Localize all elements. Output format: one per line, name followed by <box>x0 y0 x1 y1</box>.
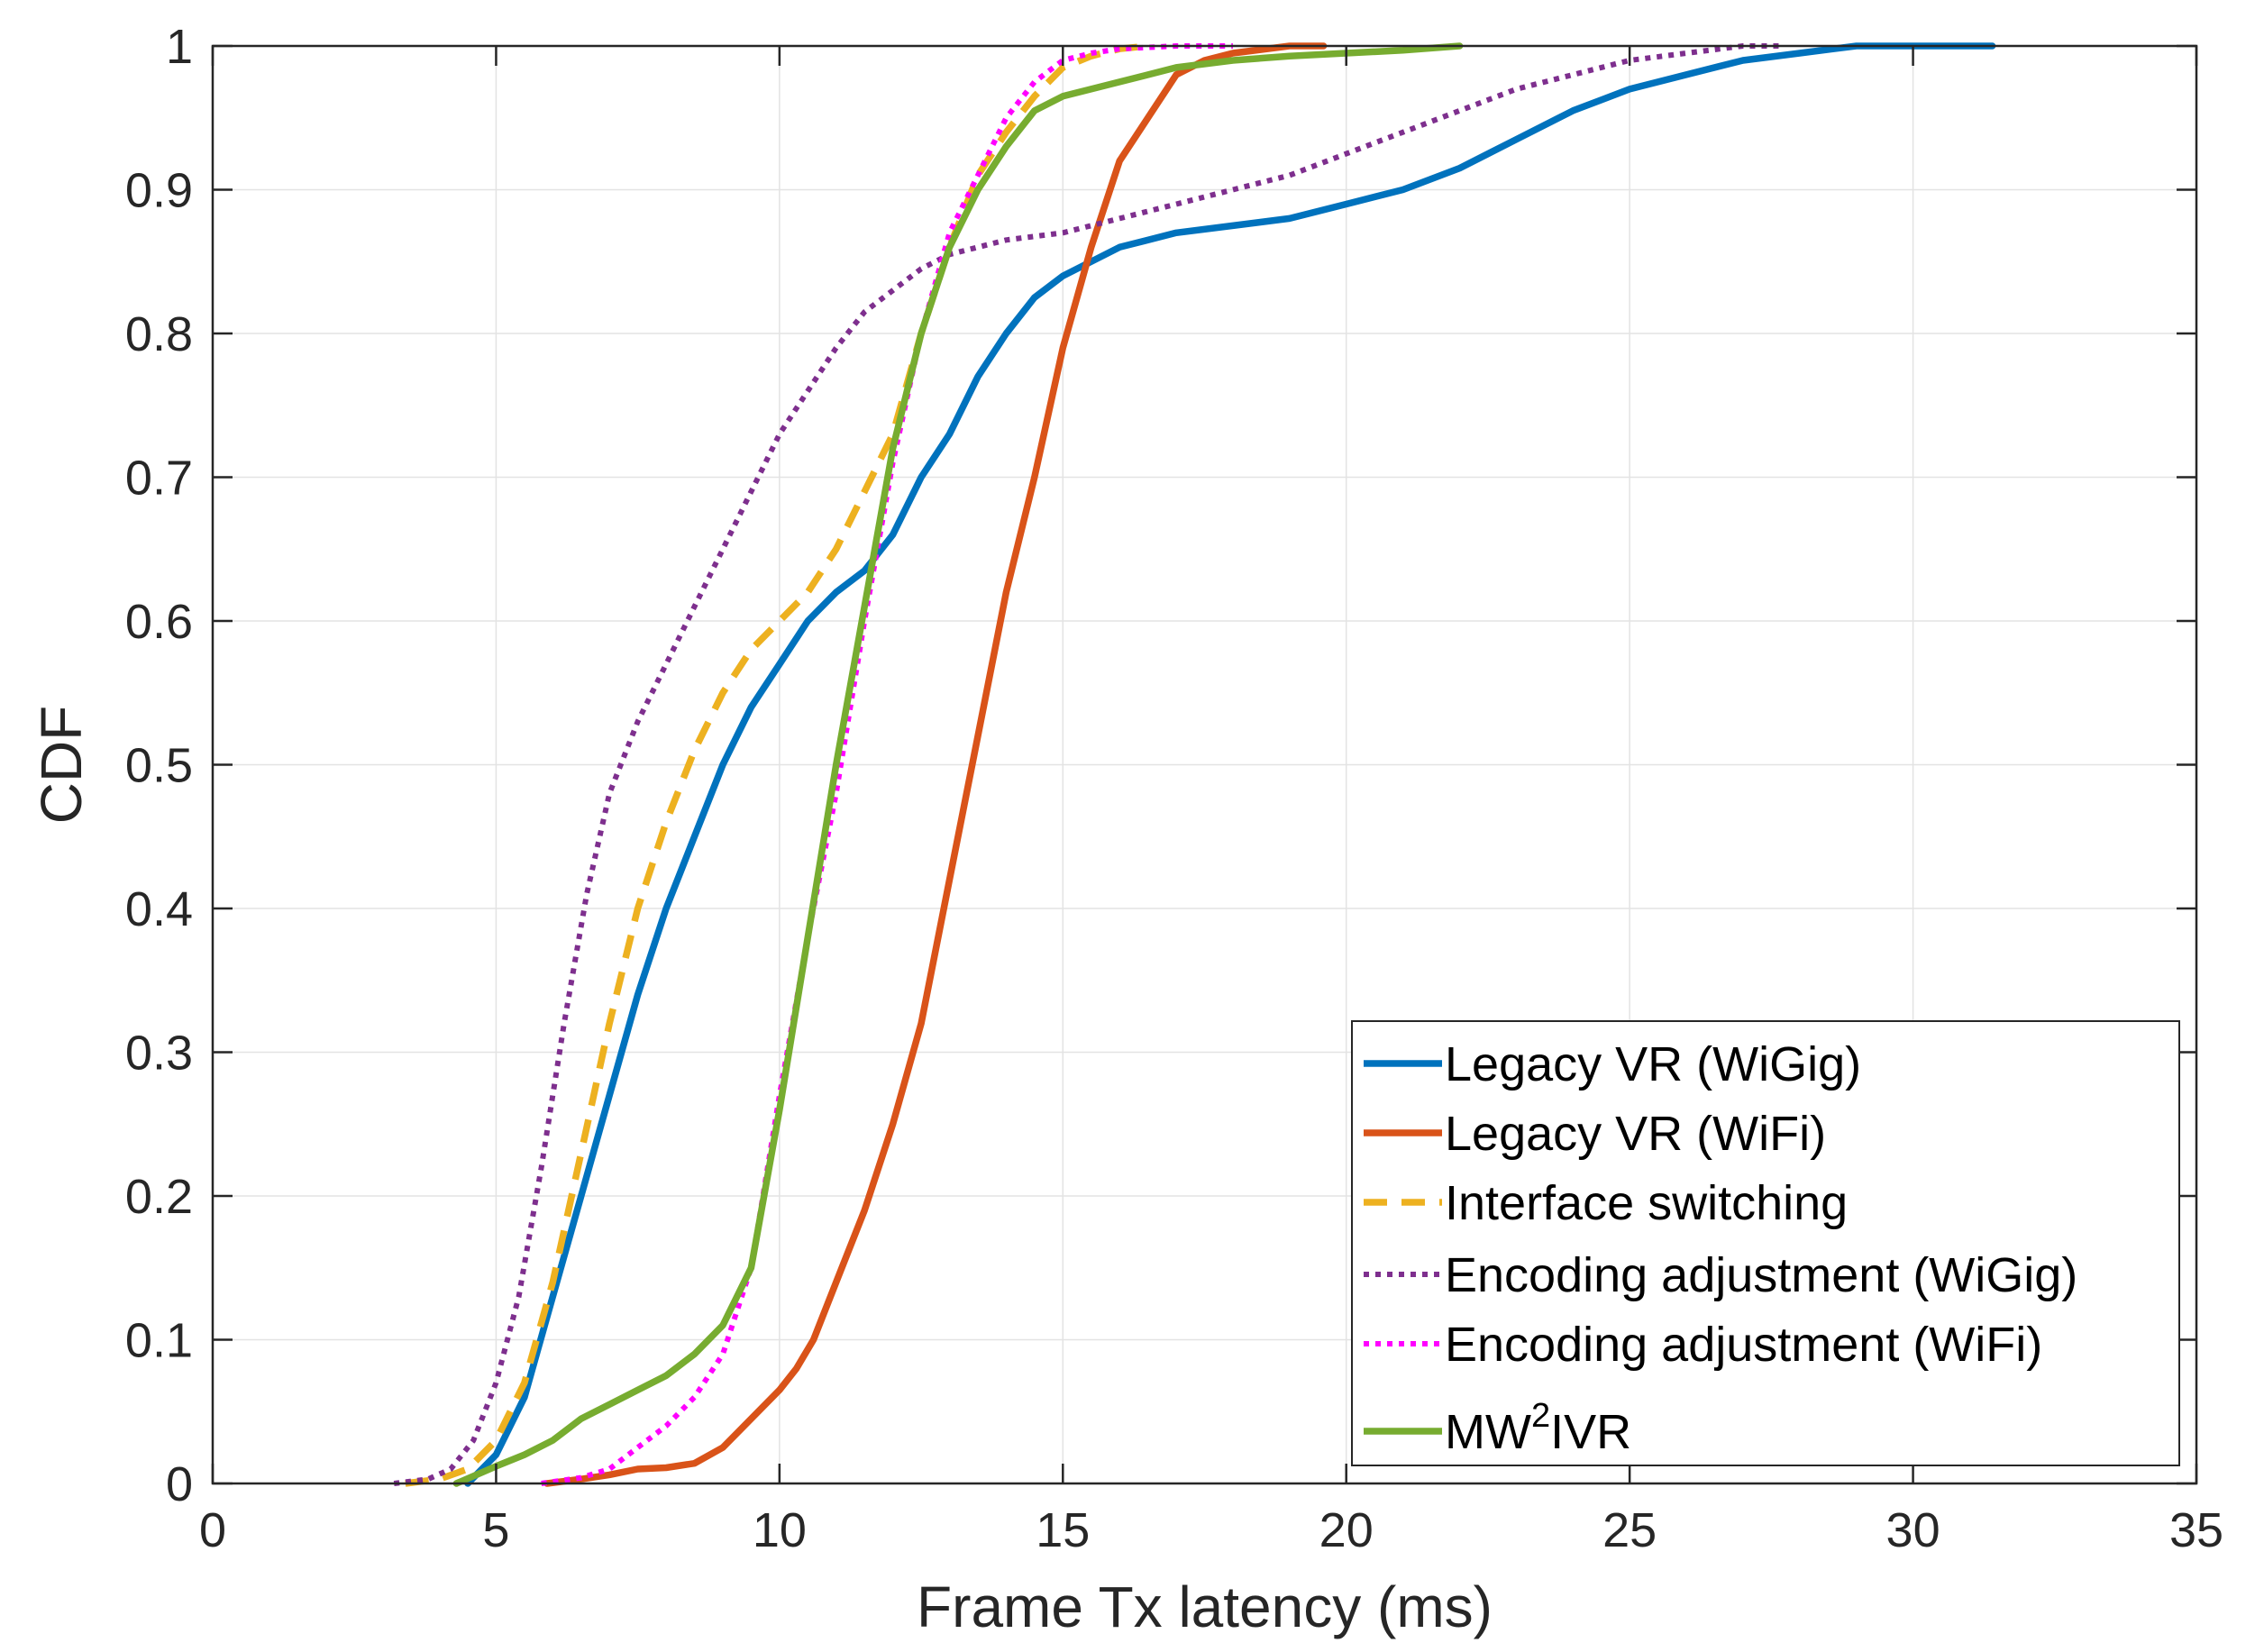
legend-box <box>1351 1020 2180 1466</box>
legend-label-superscript: 2 <box>1531 1397 1550 1435</box>
series-line-0 <box>464 42 1996 1487</box>
x-tick-labels: 0 5 10 15 20 25 30 35 <box>199 1503 2223 1557</box>
x-axis-label: Frame Tx latency (ms) <box>917 1574 1493 1639</box>
series-line-3 <box>393 43 1783 1486</box>
y-tick-label: 0.8 <box>125 307 193 361</box>
y-tick-label: 0.6 <box>125 595 193 649</box>
grid <box>213 46 2196 1483</box>
y-tick-label: 0.5 <box>125 739 193 793</box>
legend: Legacy VR (WiGig) Legacy VR (WiFi) Interfa… <box>1351 1020 2180 1466</box>
series-line-2 <box>405 42 1148 1487</box>
legend-label-2: Interface switching <box>1445 1176 1848 1230</box>
series-layer <box>393 42 1996 1487</box>
x-tick-label: 0 <box>199 1503 226 1557</box>
y-tick-labels: 0 0.1 0.2 0.3 0.4 0.5 0.6 0.7 0.8 0.9 1 <box>125 20 193 1511</box>
x-tick-label: 5 <box>482 1503 509 1557</box>
legend-label-3: Encoding adjustment (WiGig) <box>1445 1248 2077 1302</box>
legend-label-0: Legacy VR (WiGig) <box>1445 1037 1861 1091</box>
y-tick-label: 0.3 <box>125 1027 193 1081</box>
x-tick-label: 15 <box>1036 1503 1090 1557</box>
legend-label-text: MW <box>1445 1405 1531 1459</box>
y-tick-label: 0 <box>166 1457 193 1511</box>
x-tick-label: 25 <box>1602 1503 1657 1557</box>
legend-label-text: Legacy VR (WiFi) <box>1445 1107 1826 1161</box>
y-tick-label: 1 <box>166 20 193 74</box>
series-line-4 <box>541 43 1233 1486</box>
x-tick-label: 10 <box>753 1503 807 1557</box>
x-tick-label: 20 <box>1319 1503 1374 1557</box>
x-tick-label: 35 <box>2169 1503 2223 1557</box>
y-tick-label: 0.9 <box>125 164 193 218</box>
y-tick-label: 0.1 <box>125 1314 193 1368</box>
series-line-5 <box>452 42 1464 1487</box>
legend-label-text: Encoding adjustment (WiFi) <box>1445 1318 2042 1372</box>
legend-label-5: MW2IVR <box>1445 1397 1631 1459</box>
legend-label-text: Encoding adjustment (WiGig) <box>1445 1248 2077 1302</box>
x-tick-label: 30 <box>1886 1503 1940 1557</box>
legend-label-text: Legacy VR (WiGig) <box>1445 1037 1861 1091</box>
legend-label-rest: IVR <box>1550 1405 1631 1459</box>
legend-label-4: Encoding adjustment (WiFi) <box>1445 1318 2042 1372</box>
y-tick-label: 0.7 <box>125 452 193 506</box>
series-line-1 <box>543 42 1328 1487</box>
ticks <box>211 44 2198 1485</box>
y-tick-label: 0.4 <box>125 882 193 936</box>
y-tick-label: 0.2 <box>125 1170 193 1224</box>
y-axis-label: CDF <box>29 706 94 825</box>
legend-label-1: Legacy VR (WiFi) <box>1445 1107 1826 1161</box>
legend-label-text: Interface switching <box>1445 1176 1848 1230</box>
